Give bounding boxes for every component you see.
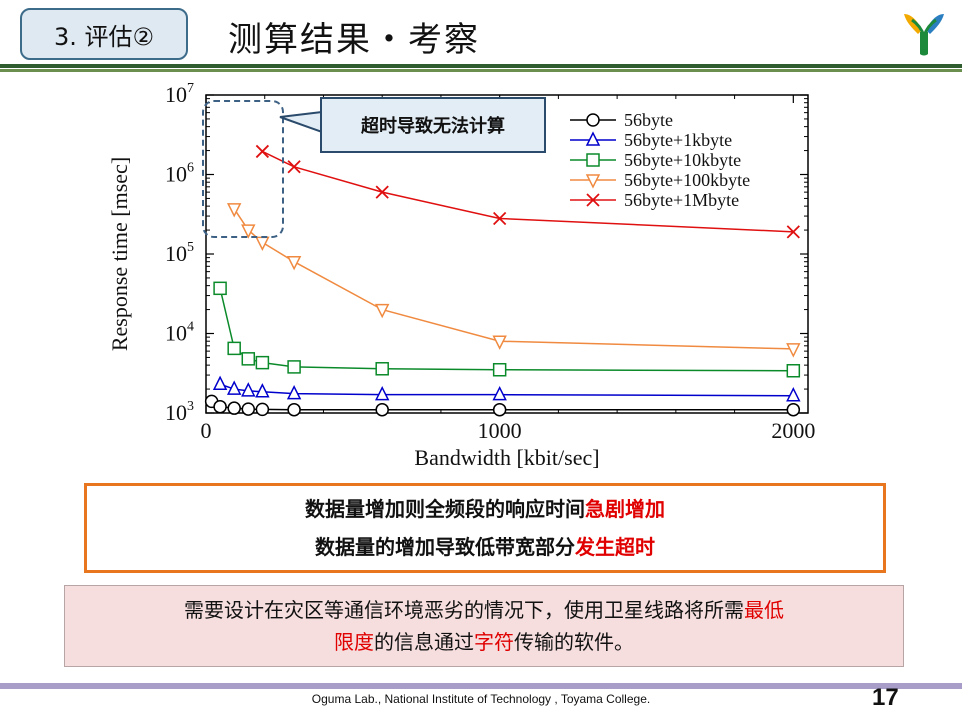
slide-title: 测算结果・考察 bbox=[228, 20, 480, 60]
data-point-series-1 bbox=[286, 385, 302, 400]
legend-label: 56byte+1Mbyte bbox=[624, 190, 739, 210]
data-point-series-1 bbox=[786, 387, 801, 402]
section-label: 3. 评估② bbox=[53, 22, 155, 51]
note-highlight-minimum: 最低 bbox=[744, 598, 784, 622]
data-point-series-3 bbox=[786, 343, 801, 358]
data-point-series-2 bbox=[227, 341, 241, 356]
summary-line-1-text: 数据量增加则全频段的响应时间 bbox=[305, 497, 585, 521]
footer-text: Oguma Lab., National Institute of Techno… bbox=[311, 692, 651, 706]
data-point-series-4 bbox=[786, 225, 800, 239]
legend-label: 56byte+100kbyte bbox=[624, 170, 750, 190]
data-point-series-2 bbox=[375, 362, 389, 376]
y-tick-label: 105 bbox=[165, 240, 194, 266]
data-point-series-0 bbox=[287, 402, 301, 417]
y-tick-label: 106 bbox=[165, 161, 194, 187]
footer-rule bbox=[0, 683, 962, 689]
legend-marker bbox=[585, 131, 601, 146]
note-line-2-text: 的信息通过 bbox=[374, 630, 474, 654]
data-point-series-4 bbox=[255, 144, 270, 159]
series-line-3 bbox=[233, 208, 794, 350]
data-point-series-2 bbox=[287, 360, 301, 374]
data-point-series-0 bbox=[492, 402, 507, 417]
data-point-series-1 bbox=[226, 380, 242, 395]
note-line-1-text: 需要设计在灾区等通信环境恶劣的情况下，使用卫星线路将所需 bbox=[184, 598, 744, 622]
section-badge: 3. 评估② bbox=[20, 8, 188, 60]
x-tick-label: 2000 bbox=[771, 418, 815, 443]
legend-label: 56byte+10kbyte bbox=[624, 150, 741, 170]
note-line-1: 需要设计在灾区等通信环境恶劣的情况下，使用卫星线路将所需最低 bbox=[184, 594, 784, 626]
legend-marker bbox=[585, 174, 601, 189]
summary-line-2-text: 数据量的增加导致低带宽部分 bbox=[315, 535, 575, 559]
title-rule-light bbox=[0, 69, 962, 72]
data-point-series-3 bbox=[492, 335, 507, 350]
summary-line-1-highlight: 急剧增加 bbox=[585, 497, 665, 521]
series-line-1 bbox=[219, 383, 794, 397]
data-point-series-1 bbox=[241, 382, 256, 397]
summary-line-2: 数据量的增加导致低带宽部分发生超时 bbox=[315, 528, 655, 566]
data-point-series-3 bbox=[226, 203, 242, 218]
legend-marker bbox=[586, 193, 600, 207]
note-highlight-characters: 字符 bbox=[474, 630, 514, 654]
data-point-series-2 bbox=[213, 281, 227, 296]
title-rule bbox=[0, 64, 962, 68]
y-tick-label: 107 bbox=[165, 81, 194, 107]
summary-box: 数据量增加则全频段的响应时间急剧增加 数据量的增加导致低带宽部分发生超时 bbox=[84, 483, 886, 573]
y-axis-label: Response time [msec] bbox=[107, 157, 132, 351]
data-point-series-0 bbox=[227, 401, 241, 415]
requirement-note: 需要设计在灾区等通信环境恶劣的情况下，使用卫星线路将所需最低 限度的信息通过字符… bbox=[64, 585, 904, 667]
page-number: 17 bbox=[872, 684, 899, 711]
data-point-series-1 bbox=[255, 383, 270, 398]
data-point-series-1 bbox=[212, 375, 228, 390]
summary-line-2-highlight: 发生超时 bbox=[575, 535, 655, 559]
callout-text: 超时导致无法计算 bbox=[361, 116, 505, 137]
x-tick-label: 1000 bbox=[478, 418, 522, 443]
note-line-2: 限度的信息通过字符传输的软件。 bbox=[334, 626, 634, 658]
y-tick-label: 104 bbox=[165, 320, 194, 346]
data-point-series-4 bbox=[375, 185, 389, 199]
data-point-series-2 bbox=[786, 363, 801, 378]
data-point-series-3 bbox=[286, 255, 302, 271]
data-point-series-2 bbox=[255, 355, 270, 370]
data-point-series-3 bbox=[241, 224, 256, 239]
data-point-series-4 bbox=[287, 160, 301, 174]
data-point-series-0 bbox=[241, 402, 256, 416]
college-logo-icon bbox=[904, 14, 944, 56]
data-point-series-4 bbox=[493, 211, 507, 226]
legend-marker bbox=[586, 113, 600, 127]
note-highlight-limit: 限度 bbox=[334, 630, 374, 654]
data-point-series-0 bbox=[213, 399, 227, 414]
legend-label: 56byte+1kbyte bbox=[624, 130, 732, 150]
data-point-series-3 bbox=[255, 236, 270, 252]
data-point-series-2 bbox=[492, 362, 507, 377]
data-point-series-0 bbox=[375, 402, 389, 417]
x-axis-label: Bandwidth [kbit/sec] bbox=[414, 445, 599, 470]
data-point-series-0 bbox=[255, 402, 270, 417]
data-point-series-2 bbox=[241, 352, 256, 366]
legend-label: 56byte bbox=[624, 110, 673, 130]
series-line-2 bbox=[219, 288, 794, 372]
data-point-series-3 bbox=[374, 303, 390, 319]
note-line-2-end: 传输的软件。 bbox=[514, 630, 634, 654]
data-point-series-0 bbox=[786, 402, 801, 417]
summary-line-1: 数据量增加则全频段的响应时间急剧增加 bbox=[305, 490, 665, 528]
timeout-region-highlight bbox=[202, 100, 284, 238]
data-point-series-1 bbox=[374, 386, 390, 401]
y-tick-label: 103 bbox=[165, 399, 194, 425]
data-point-series-1 bbox=[492, 386, 507, 401]
legend-marker bbox=[586, 153, 600, 167]
x-tick-label: 0 bbox=[201, 418, 212, 443]
timeout-callout: 超时导致无法计算 bbox=[320, 97, 546, 153]
